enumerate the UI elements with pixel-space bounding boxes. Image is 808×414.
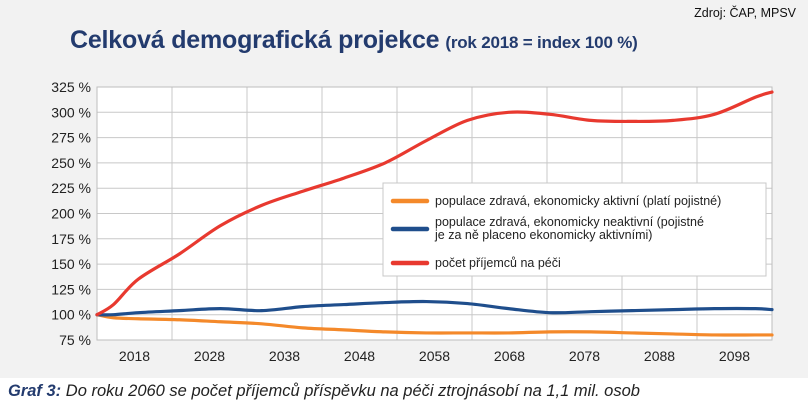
x-tick-label: 2058: [419, 348, 450, 364]
y-tick-label: 175 %: [51, 231, 91, 247]
x-tick-label: 2088: [644, 348, 675, 364]
x-tick-label: 2048: [344, 348, 375, 364]
legend-label: populace zdravá, ekonomicky aktivní (pla…: [435, 194, 721, 208]
y-tick-label: 75 %: [59, 332, 91, 348]
series-line-inactive: [95, 299, 774, 317]
series-line-care-recipients: [95, 90, 774, 317]
source-note: Zdroj: ČAP, MPSV: [694, 6, 796, 20]
caption-text: Do roku 2060 se počet příjemců příspěvku…: [65, 382, 640, 400]
x-tick-label: 2078: [569, 348, 600, 364]
y-tick-label: 300 %: [51, 104, 91, 120]
legend-label-line: populace zdravá, ekonomicky neaktivní (p…: [435, 215, 704, 229]
x-tick-label: 2098: [719, 348, 750, 364]
chart-subtitle: (rok 2018 = index 100 %): [445, 33, 638, 52]
figure-caption: Graf 3: Do roku 2060 se počet příjemců p…: [8, 382, 640, 401]
legend-label: počet příjemců na péči: [435, 256, 561, 270]
y-tick-label: 125 %: [51, 281, 91, 297]
y-tick-label: 200 %: [51, 206, 91, 222]
x-tick-label: 2018: [119, 348, 150, 364]
y-tick-label: 250 %: [51, 155, 91, 171]
x-tick-label: 2038: [269, 348, 300, 364]
y-tick-label: 275 %: [51, 130, 91, 146]
series-line-active: [95, 313, 774, 337]
y-tick-label: 150 %: [51, 256, 91, 272]
chart-title: Celková demografická projekce (rok 2018 =…: [70, 26, 638, 55]
legend-label: populace zdravá, ekonomicky neaktivní (p…: [434, 215, 704, 242]
x-tick-label: 2068: [494, 348, 525, 364]
y-tick-label: 325 %: [51, 79, 91, 95]
line-chart: 75 % 100 % 125 % 150 % 175 % 200 % 225 % 250 % 2…: [51, 79, 774, 364]
x-tick-label: 2028: [194, 348, 225, 364]
y-tick-label: 100 %: [51, 307, 91, 323]
legend-box: [382, 182, 767, 277]
caption-label: Graf 3:: [8, 382, 62, 400]
plot-border: [96, 86, 773, 341]
legend-label-line: je za ně placeno ekonomicky aktivními): [434, 228, 652, 242]
y-tick-label: 225 %: [51, 180, 91, 196]
chart-title-main: Celková demografická projekce: [70, 26, 440, 54]
